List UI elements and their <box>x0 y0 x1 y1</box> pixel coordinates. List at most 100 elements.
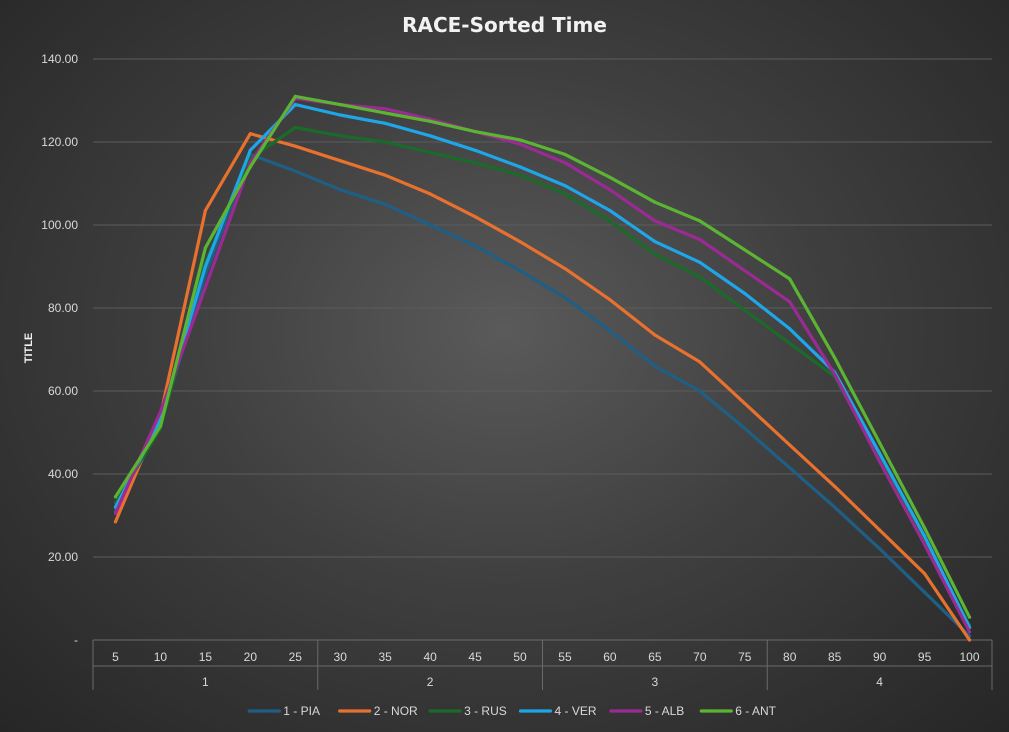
data-point <box>248 165 252 169</box>
data-point <box>338 134 342 138</box>
data-point <box>833 505 837 509</box>
legend-label: 2 - NOR <box>374 704 418 718</box>
data-point <box>473 215 477 219</box>
y-tick-label: 100.00 <box>41 218 78 232</box>
x-tick-label: 10 <box>154 650 168 664</box>
data-point <box>788 443 792 447</box>
data-point <box>428 119 432 123</box>
data-point <box>922 572 927 576</box>
series-line <box>113 94 972 619</box>
x-tick-label: 85 <box>828 650 842 664</box>
x-tick-label: 70 <box>693 650 707 664</box>
data-point <box>383 140 387 144</box>
legend-item: 2 - NOR <box>338 704 418 718</box>
data-point <box>293 169 297 173</box>
x-tick-label: 35 <box>378 650 392 664</box>
series-6 <box>113 94 972 619</box>
series-line <box>113 152 972 638</box>
data-point <box>743 248 747 252</box>
data-point <box>608 208 612 213</box>
x-tick-label: 75 <box>738 650 752 664</box>
series-lines <box>113 94 972 642</box>
data-point <box>338 113 342 117</box>
legend-label: 4 - VER <box>555 704 597 718</box>
data-point <box>248 148 252 152</box>
data-point <box>563 152 567 157</box>
y-tick-label: 140.00 <box>41 52 78 66</box>
data-point <box>878 451 882 455</box>
data-point <box>788 466 792 470</box>
gridlines <box>93 58 992 558</box>
data-point <box>518 240 522 244</box>
series-1 <box>113 152 972 638</box>
data-point <box>653 364 657 368</box>
data-point <box>518 165 522 169</box>
data-point <box>563 266 567 271</box>
data-point <box>158 424 163 428</box>
y-tick-label: 120.00 <box>41 135 78 149</box>
data-point <box>203 285 207 289</box>
series-2 <box>113 132 972 642</box>
data-point <box>967 615 972 619</box>
data-point <box>203 264 207 269</box>
legend-item: 6 - ANT <box>699 704 777 718</box>
x-tick-label: 5 <box>112 650 119 664</box>
legend-label: 6 - ANT <box>735 704 776 718</box>
data-point <box>833 356 837 360</box>
series-3 <box>113 125 972 628</box>
legend-label: 5 - ALB <box>645 704 684 718</box>
data-point <box>878 528 882 532</box>
data-point <box>698 389 702 393</box>
data-point <box>967 630 972 634</box>
data-point <box>743 269 747 273</box>
data-point <box>428 150 432 154</box>
legend-item: 1 - PIA <box>247 704 320 718</box>
y-tick-label: 20.00 <box>48 550 78 564</box>
x-tick-label: 50 <box>513 650 527 664</box>
legend: 1 - PIA 2 - NOR 3 - RUS 4 - VER 5 - ALB 6 - A… <box>247 704 777 718</box>
data-point <box>563 161 567 165</box>
y-axis-label: TITLE <box>23 333 35 364</box>
x-tick-label: 30 <box>334 650 348 664</box>
x-tick-label: 40 <box>423 650 437 664</box>
data-point <box>653 333 657 337</box>
data-point <box>203 246 207 250</box>
data-point <box>473 161 477 165</box>
x-group-label: 1 <box>202 675 209 689</box>
x-tick-label: 25 <box>289 650 303 664</box>
x-group-label: 2 <box>427 675 434 689</box>
data-point <box>203 208 207 213</box>
data-point <box>788 300 792 304</box>
data-point <box>967 638 972 642</box>
data-point <box>788 327 792 331</box>
data-point <box>743 401 747 406</box>
data-point <box>788 277 792 281</box>
series-line <box>113 96 972 634</box>
legend-item: 5 - ALB <box>609 704 684 718</box>
data-point <box>383 121 387 125</box>
y-tick-label: 80.00 <box>48 301 78 315</box>
data-point <box>293 125 297 130</box>
x-tick-label: 20 <box>244 650 258 664</box>
data-point <box>428 134 432 138</box>
data-point <box>473 244 477 248</box>
data-point <box>653 200 657 204</box>
data-point <box>383 202 387 206</box>
data-point <box>922 534 927 538</box>
data-point <box>518 173 522 177</box>
data-point <box>428 223 432 227</box>
legend-item: 4 - VER <box>518 704 597 718</box>
y-tick-label: 60.00 <box>48 384 78 398</box>
data-point <box>922 590 927 594</box>
data-point <box>833 484 837 489</box>
data-point <box>248 132 252 136</box>
x-tick-label: 45 <box>468 650 482 664</box>
data-point <box>563 192 567 196</box>
data-point <box>743 426 747 430</box>
y-axis-ticks: - 20.00 40.00 60.00 80.00 100.00 120.00 140.00 <box>41 52 78 647</box>
x-tick-label: 55 <box>558 650 572 664</box>
data-point <box>698 275 702 279</box>
data-point <box>383 111 387 115</box>
chart-title: RACE-Sorted Time <box>402 13 607 37</box>
